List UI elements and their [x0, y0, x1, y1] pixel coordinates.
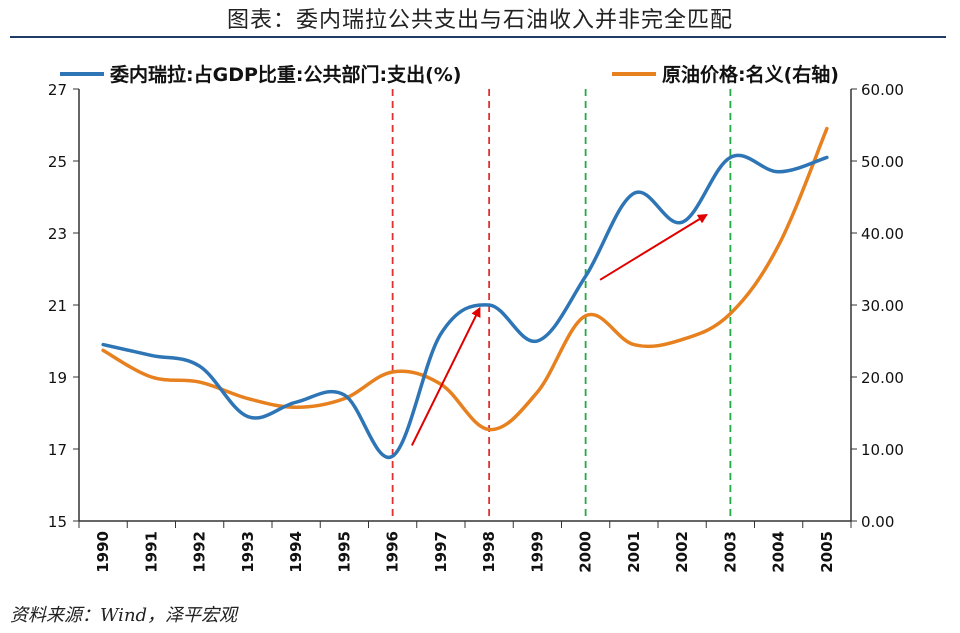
right-tick-label: 10.00: [861, 441, 904, 459]
series-lines: [101, 126, 829, 460]
left-tick-label: 23: [48, 225, 67, 243]
source-note: 资料来源：Wind，泽平宏观: [10, 605, 238, 626]
x-tick-label: 2002: [673, 531, 691, 573]
x-tick-label: 1998: [480, 531, 498, 573]
x-tick-label: 2005: [818, 531, 836, 573]
x-tick-label: 1991: [142, 531, 160, 573]
annotation-arrows: [411, 213, 708, 446]
series-line-oil: [101, 126, 829, 432]
right-tick-label: 60.00: [861, 81, 904, 99]
chart-legend: 委内瑞拉:占GDP比重:公共部门:支出(%) 原油价格:名义(右轴): [60, 63, 839, 86]
x-tick-label: 2000: [577, 531, 595, 573]
left-tick-label: 17: [48, 441, 67, 459]
x-tick-label: 1997: [432, 531, 450, 573]
figure-title: 图表：委内瑞拉公共支出与石油收入并非完全匹配: [226, 8, 733, 33]
left-tick-label: 19: [48, 369, 67, 387]
series-line-spending: [101, 153, 829, 460]
reference-lines: [391, 89, 732, 521]
right-tick-label: 30.00: [861, 297, 904, 315]
left-tick-label: 27: [48, 81, 67, 99]
x-tick-label: 1993: [239, 531, 257, 573]
left-tick-label: 25: [48, 153, 67, 171]
x-tick-label: 1990: [94, 531, 112, 573]
right-tick-label: 40.00: [861, 225, 904, 243]
title-rule: [10, 36, 946, 38]
legend-label-spending: 委内瑞拉:占GDP比重:公共部门:支出(%): [109, 63, 462, 86]
line-chart: 委内瑞拉:占GDP比重:公共部门:支出(%) 原油价格:名义(右轴) 15171…: [48, 63, 904, 573]
trend-arrow: [411, 306, 481, 446]
x-tick-label: 1995: [335, 531, 353, 573]
x-tick-label: 2004: [770, 531, 788, 573]
left-tick-label: 21: [48, 297, 67, 315]
right-tick-label: 0.00: [861, 513, 894, 531]
left-tick-label: 15: [48, 513, 67, 531]
x-tick-label: 2003: [721, 531, 739, 573]
trend-arrow: [599, 213, 708, 281]
x-tick-label: 1999: [528, 531, 546, 573]
x-tick-label: 1996: [384, 531, 402, 573]
x-tick-label: 1994: [287, 531, 305, 573]
right-tick-label: 50.00: [861, 153, 904, 171]
axes-group: 15 17 19 21 23 25 27 0.00 10.00 20.00 30.00 40.00 50…: [48, 81, 904, 573]
x-tick-label: 2001: [625, 531, 643, 573]
right-tick-label: 20.00: [861, 369, 904, 387]
legend-label-oil: 原油价格:名义(右轴): [662, 63, 839, 86]
x-tick-label: 1992: [191, 531, 209, 573]
